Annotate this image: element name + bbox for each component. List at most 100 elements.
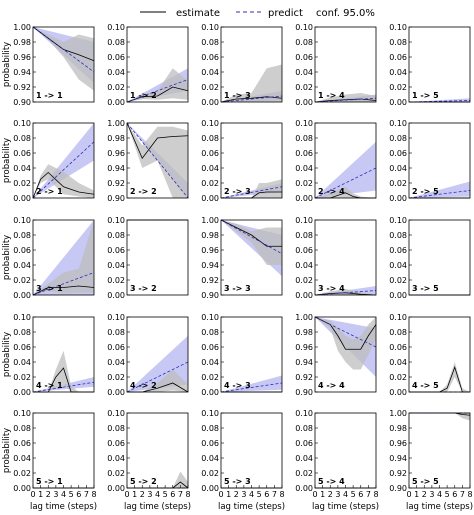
y-tick-label: 0.00 xyxy=(201,98,219,107)
panel-frame xyxy=(32,26,95,103)
y-tick-label: 0.04 xyxy=(295,454,313,463)
y-tick-label: 0.08 xyxy=(201,424,219,433)
panel-4-4: 4 -> 4 0.90 0.92 0.94 0.96 0.98 1.00 xyxy=(295,313,377,397)
y-tick-label: 0.08 xyxy=(201,134,219,143)
y-tick-label: 0.94 xyxy=(13,68,31,77)
estimate-conf-band xyxy=(221,64,282,102)
x-axis-label: lag time (steps) xyxy=(218,502,285,512)
panel-label: 5 -> 1 xyxy=(36,477,63,486)
y-tick-label: 0.04 xyxy=(13,261,31,270)
y-tick-label: 0.10 xyxy=(13,313,31,322)
panel-label: 5 -> 3 xyxy=(224,477,251,486)
x-tick-label: 0 xyxy=(30,490,35,499)
y-tick-label: 0.94 xyxy=(201,261,219,270)
panel-label: 2 -> 4 xyxy=(318,187,345,196)
predict-line xyxy=(32,26,95,73)
estimate-conf-band xyxy=(221,179,282,198)
panel-3-2: 3 -> 2 0.00 0.02 0.04 0.06 0.08 0.10 xyxy=(107,216,189,300)
predict-line xyxy=(220,95,283,103)
x-tick-label: 6 xyxy=(264,490,269,499)
y-axis-label: probability xyxy=(2,332,12,377)
y-tick-label: 0.10 xyxy=(107,409,125,418)
panel-label: 4 -> 2 xyxy=(130,381,157,390)
x-tick-label: 6 xyxy=(452,490,457,499)
x-tick-label: 6 xyxy=(358,490,363,499)
y-tick-label: 0.10 xyxy=(13,119,31,128)
x-axis-label: lag time (steps) xyxy=(406,502,473,512)
predict-line xyxy=(126,122,189,199)
y-tick-label: 0.02 xyxy=(13,469,31,478)
panel-frame xyxy=(126,219,189,296)
x-tick-label: 1 xyxy=(132,490,137,499)
y-tick-label: 1.00 xyxy=(201,216,219,225)
x-tick-label: 4 xyxy=(249,490,254,499)
y-tick-label: 0.00 xyxy=(389,98,407,107)
estimate-conf-band xyxy=(33,350,94,392)
y-tick-label: 0.10 xyxy=(389,119,407,128)
x-tick-label: 6 xyxy=(170,490,175,499)
panel-label: 3 -> 2 xyxy=(130,284,157,293)
panel-5-3: 5 -> 3 0.00 0.02 0.04 0.06 0.08 0.10 0 1 2 3 4 5 6 7 8 l… xyxy=(201,409,285,512)
x-tick-label: 0 xyxy=(218,490,223,499)
panel-label: 2 -> 3 xyxy=(224,187,251,196)
x-tick-label: 5 xyxy=(163,490,168,499)
y-tick-label: 0.04 xyxy=(107,261,125,270)
panel-4-1: 4 -> 1 0.00 0.02 0.04 0.06 0.08 0.10 probabilit… xyxy=(2,313,95,397)
y-tick-label: 0.94 xyxy=(389,454,407,463)
predict-line xyxy=(32,141,95,199)
x-tick-label: 4 xyxy=(343,490,348,499)
x-tick-label: 2 xyxy=(46,490,51,499)
y-tick-label: 0.04 xyxy=(295,68,313,77)
y-tick-label: 0.02 xyxy=(107,276,125,285)
panel-frame xyxy=(32,122,95,199)
y-tick-label: 0.04 xyxy=(107,454,125,463)
x-tick-label: 4 xyxy=(155,490,160,499)
predict-line xyxy=(314,316,377,348)
x-tick-label: 3 xyxy=(241,490,246,499)
y-tick-label: 0.08 xyxy=(107,424,125,433)
panel-2-2: 2 -> 2 0.90 0.92 0.94 0.96 0.98 1.00 xyxy=(107,119,189,203)
x-tick-label: 8 xyxy=(279,490,284,499)
y-tick-label: 0.08 xyxy=(389,134,407,143)
y-tick-label: 0.10 xyxy=(13,216,31,225)
y-tick-label: 0.04 xyxy=(13,454,31,463)
panel-label: 4 -> 1 xyxy=(36,381,63,390)
legend-predict-label: predict xyxy=(268,8,303,19)
panel-frame xyxy=(314,219,377,296)
y-tick-label: 0.02 xyxy=(295,276,313,285)
predict-line xyxy=(314,290,377,296)
y-tick-label: 0.08 xyxy=(107,38,125,47)
y-tick-label: 0.04 xyxy=(389,261,407,270)
y-tick-label: 0.02 xyxy=(201,373,219,382)
y-tick-label: 0.10 xyxy=(201,409,219,418)
y-tick-label: 1.00 xyxy=(295,313,313,322)
panel-label: 5 -> 2 xyxy=(130,477,157,486)
x-tick-label: 7 xyxy=(84,490,89,499)
y-tick-label: 0.90 xyxy=(201,291,219,300)
x-tick-label: 1 xyxy=(320,490,325,499)
y-tick-label: 0.00 xyxy=(13,291,31,300)
y-tick-label: 0.06 xyxy=(201,149,219,158)
y-tick-label: 0.06 xyxy=(13,149,31,158)
y-tick-label: 0.00 xyxy=(13,484,31,493)
y-tick-label: 0.04 xyxy=(201,454,219,463)
y-tick-label: 0.96 xyxy=(107,149,125,158)
panel-label: 1 -> 5 xyxy=(412,91,439,100)
y-tick-label: 0.04 xyxy=(295,261,313,270)
estimate-line xyxy=(126,122,189,160)
y-tick-label: 0.08 xyxy=(201,328,219,337)
panel-5-4: 5 -> 4 0.00 0.02 0.04 0.06 0.08 0.10 0 1 2 3 4 5 6 7 8 l… xyxy=(295,409,379,512)
y-tick-label: 0.10 xyxy=(107,216,125,225)
x-tick-label: 5 xyxy=(257,490,262,499)
x-tick-label: 4 xyxy=(61,490,66,499)
y-tick-label: 0.06 xyxy=(389,246,407,255)
y-tick-label: 0.00 xyxy=(201,194,219,203)
x-tick-label: 0 xyxy=(312,490,317,499)
y-tick-label: 0.04 xyxy=(389,358,407,367)
panel-1-1: 1 -> 1 0.90 0.92 0.94 0.96 0.98 1.00 probabilit… xyxy=(2,23,95,107)
x-tick-label: 0 xyxy=(406,490,411,499)
y-tick-label: 0.02 xyxy=(389,276,407,285)
y-tick-label: 0.00 xyxy=(201,484,219,493)
y-tick-label: 0.00 xyxy=(295,484,313,493)
